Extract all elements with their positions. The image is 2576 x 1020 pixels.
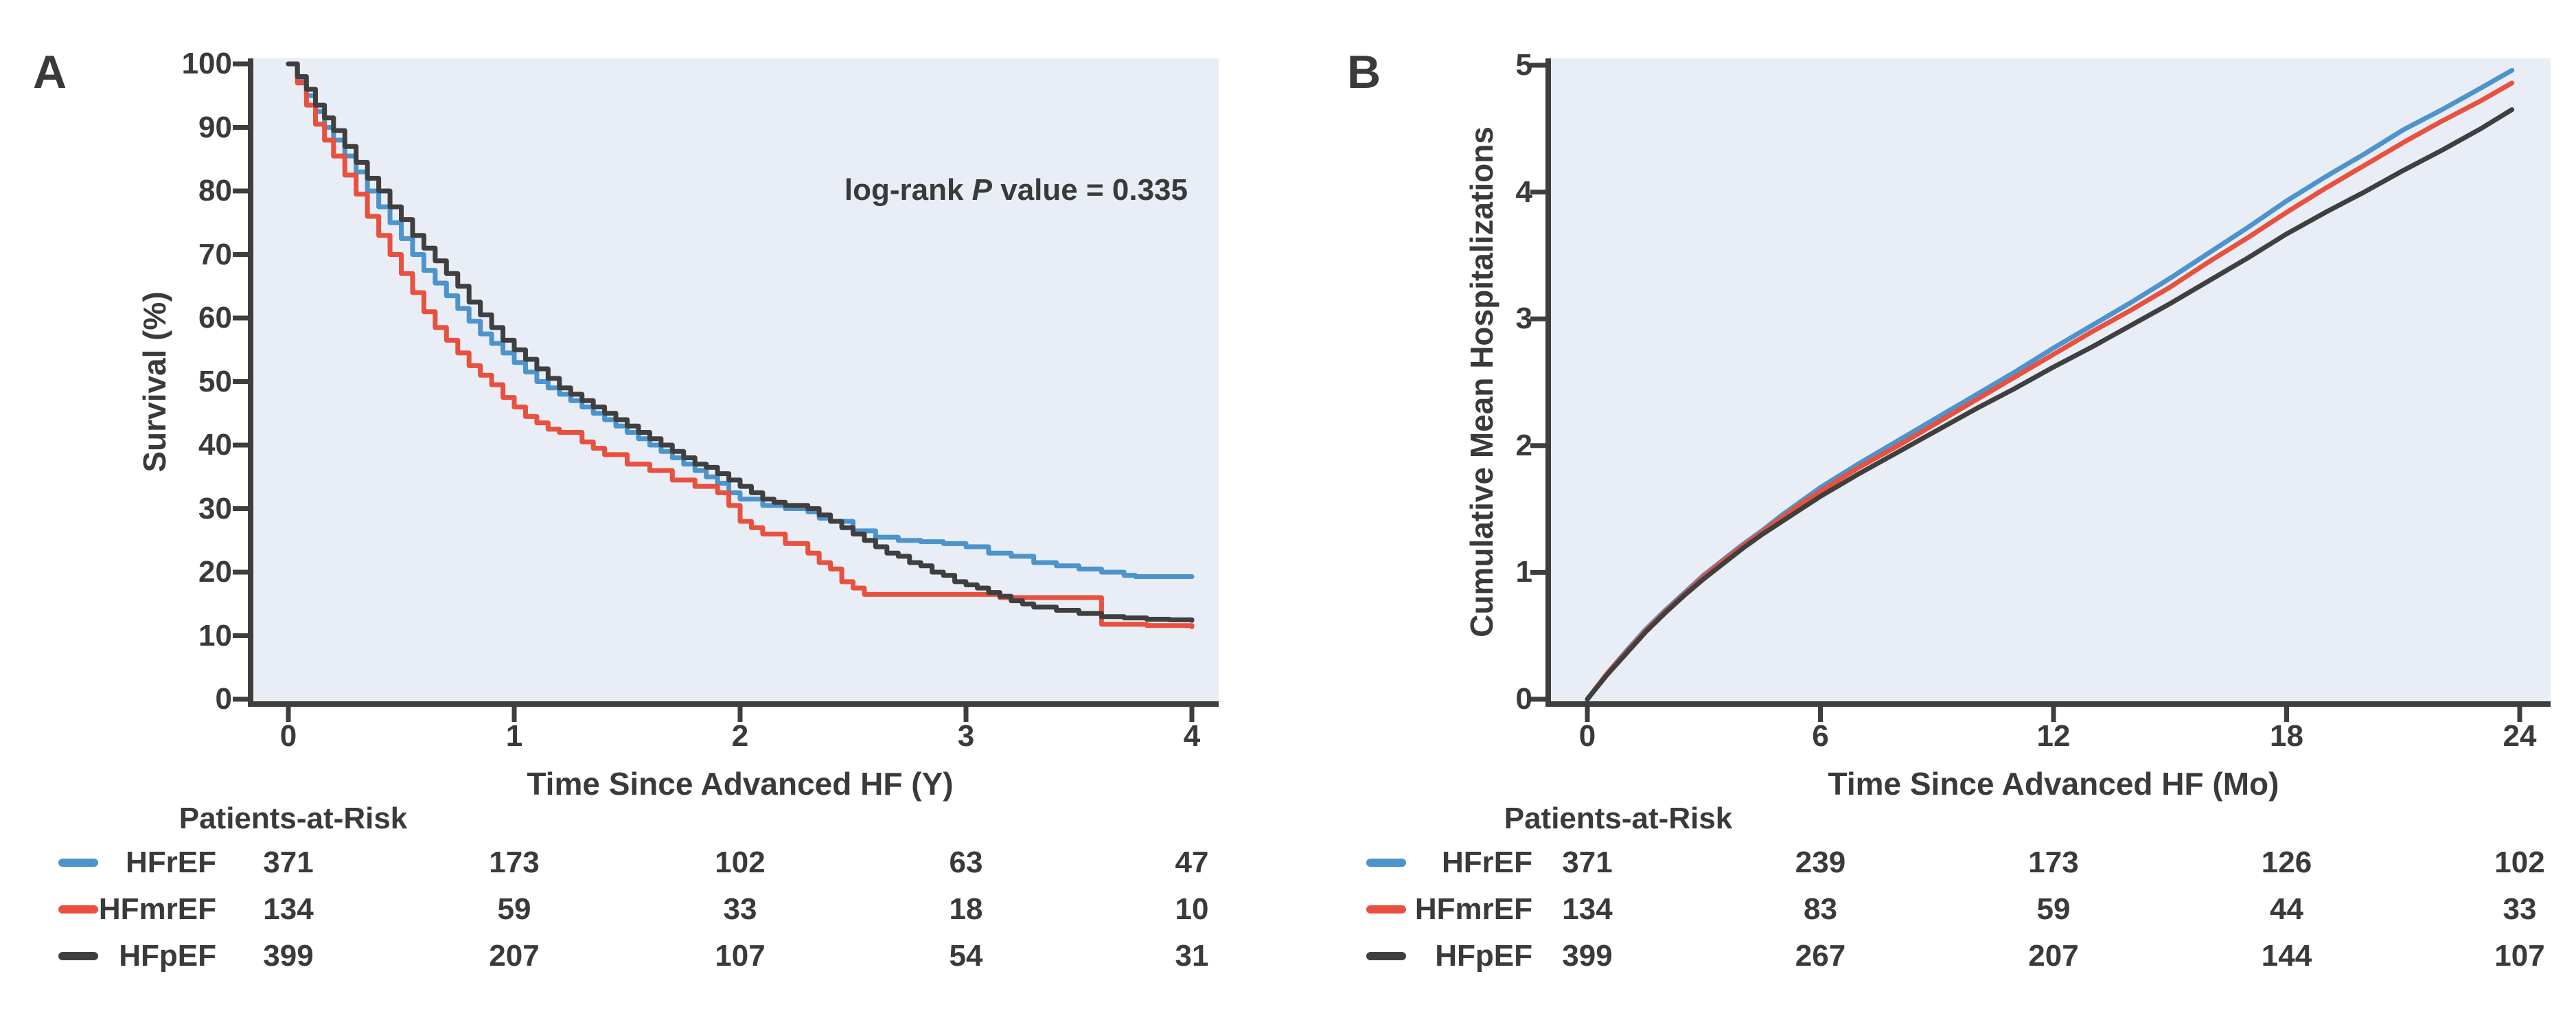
log-rank-annotation: log-rank P value = 0.335: [776, 173, 1188, 207]
at-risk-count: 173: [2028, 846, 2079, 879]
at-risk-count: 399: [263, 939, 314, 973]
panel-b-at-risk-header: Patients-at-Risk: [1504, 802, 1733, 835]
x-tick-label: 1: [505, 719, 523, 753]
at-risk-count: 207: [489, 939, 540, 973]
at-risk-count: 44: [2270, 892, 2303, 926]
y-tick-label: 1: [1515, 555, 1532, 589]
panel-a-letter: A: [33, 46, 67, 98]
x-tick-label: 0: [1578, 719, 1596, 753]
at-risk-count: 371: [1562, 846, 1613, 879]
at-risk-count: 10: [1175, 892, 1209, 926]
panel-a-y-axis-label: Survival (%): [137, 291, 172, 473]
at-risk-count: 107: [2494, 939, 2545, 973]
panel-b-letter: B: [1347, 46, 1381, 98]
at-risk-count: 267: [1795, 939, 1846, 973]
y-tick-label: 80: [198, 174, 232, 207]
panel-a-x-axis-label: Time Since Advanced HF (Y): [527, 766, 954, 802]
y-tick-label: 50: [198, 364, 232, 398]
panel-b-x-axis-label: Time Since Advanced HF (Mo): [1828, 766, 2279, 802]
at-risk-count: 83: [1804, 892, 1837, 926]
x-tick-label: 6: [1812, 719, 1829, 753]
y-tick-label: 0: [1515, 682, 1532, 716]
panel-a-legend-label-hfpef: HFpEF: [119, 939, 216, 973]
at-risk-count: 59: [497, 892, 531, 926]
at-risk-count: 102: [715, 846, 766, 879]
y-tick-label: 70: [198, 237, 232, 271]
y-tick-label: 60: [198, 301, 232, 335]
hfpef-legend-swatch-b: [1366, 952, 1406, 960]
series-hfpef-b: [1585, 107, 2515, 702]
panel-a-legend-label-hfref: HFrEF: [126, 846, 216, 879]
series-hfpef-a: [286, 61, 1195, 623]
at-risk-count: 18: [949, 892, 983, 926]
at-risk-count: 207: [2028, 939, 2079, 973]
x-tick-label: 24: [2503, 719, 2537, 753]
at-risk-count: 173: [489, 846, 540, 879]
at-risk-count: 33: [723, 892, 757, 926]
panel-a-at-risk-header: Patients-at-Risk: [179, 802, 408, 835]
hfpef-legend-swatch: [58, 952, 98, 960]
x-tick-label: 0: [279, 719, 297, 753]
y-tick-label: 10: [198, 618, 232, 653]
y-tick-label: 2: [1515, 428, 1532, 462]
series-hfmref-a: [286, 61, 1195, 630]
y-tick-label: 0: [215, 682, 232, 716]
y-tick-label: 100: [181, 47, 232, 80]
x-tick-label: 4: [1183, 719, 1201, 753]
at-risk-count: 54: [949, 939, 983, 973]
annotation-italic-p: P: [971, 173, 992, 207]
y-tick-label: 40: [198, 428, 232, 462]
hfref-legend-swatch-b: [1366, 859, 1406, 867]
panel-b-legend-label-hfref: HFrEF: [1442, 846, 1532, 879]
x-tick-label: 2: [731, 719, 749, 753]
x-tick-label: 3: [957, 719, 975, 753]
at-risk-count: 33: [2503, 892, 2537, 926]
at-risk-count: 59: [2036, 892, 2071, 926]
x-tick-label: 18: [2270, 719, 2303, 753]
panel-b-y-axis-label: Cumulative Mean Hospitalizations: [1464, 126, 1499, 637]
at-risk-count: 47: [1175, 846, 1209, 879]
y-tick-label: 30: [198, 491, 232, 525]
y-tick-label: 5: [1515, 48, 1532, 82]
y-tick-label: 3: [1515, 302, 1532, 336]
y-tick-label: 4: [1515, 174, 1532, 209]
series-hfref-a: [286, 61, 1195, 579]
at-risk-count: 107: [715, 939, 766, 973]
at-risk-count: 134: [1562, 892, 1613, 926]
y-tick-label: 90: [198, 110, 232, 144]
at-risk-count: 102: [2494, 846, 2545, 879]
annotation-suffix: value = 0.335: [992, 173, 1188, 207]
at-risk-count: 63: [949, 846, 983, 879]
annotation-prefix: log-rank: [844, 173, 972, 207]
hfref-legend-swatch: [58, 859, 98, 867]
at-risk-count: 239: [1795, 846, 1846, 879]
at-risk-count: 144: [2261, 939, 2312, 973]
panel-a-legend-label-hfmref: HFmrEF: [98, 892, 216, 926]
at-risk-count: 126: [2261, 846, 2312, 879]
at-risk-count: 134: [263, 892, 314, 926]
at-risk-count: 31: [1175, 939, 1209, 973]
y-tick-label: 20: [198, 555, 232, 589]
at-risk-count: 399: [1562, 939, 1613, 973]
hfmref-legend-swatch-b: [1366, 905, 1406, 914]
panel-b-legend-label-hfmref: HFmrEF: [1414, 892, 1532, 926]
panel-b-legend-label-hfpef: HFpEF: [1435, 939, 1532, 973]
hfmref-legend-swatch: [58, 905, 98, 914]
x-tick-label: 12: [2036, 719, 2071, 753]
at-risk-count: 371: [263, 846, 314, 879]
